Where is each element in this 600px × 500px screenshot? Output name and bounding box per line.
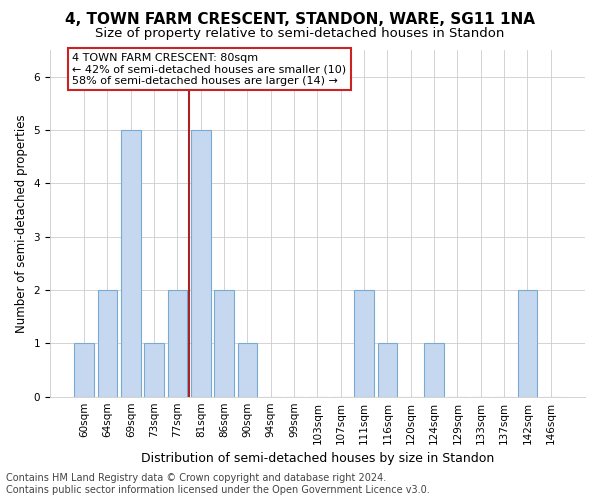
Text: 4, TOWN FARM CRESCENT, STANDON, WARE, SG11 1NA: 4, TOWN FARM CRESCENT, STANDON, WARE, SG… [65,12,535,28]
Text: 4 TOWN FARM CRESCENT: 80sqm
← 42% of semi-detached houses are smaller (10)
58% o: 4 TOWN FARM CRESCENT: 80sqm ← 42% of sem… [73,52,347,86]
Bar [144,344,164,396]
Text: Size of property relative to semi-detached houses in Standon: Size of property relative to semi-detach… [95,28,505,40]
Bar [167,290,187,397]
Bar [377,344,397,396]
Bar [354,290,374,397]
X-axis label: Distribution of semi-detached houses by size in Standon: Distribution of semi-detached houses by … [141,452,494,465]
Bar [518,290,538,397]
Bar [74,344,94,396]
Bar [424,344,444,396]
Text: Contains HM Land Registry data © Crown copyright and database right 2024.
Contai: Contains HM Land Registry data © Crown c… [6,474,430,495]
Y-axis label: Number of semi-detached properties: Number of semi-detached properties [15,114,28,332]
Bar [238,344,257,396]
Bar [214,290,234,397]
Bar [121,130,141,396]
Bar [191,130,211,396]
Bar [98,290,118,397]
